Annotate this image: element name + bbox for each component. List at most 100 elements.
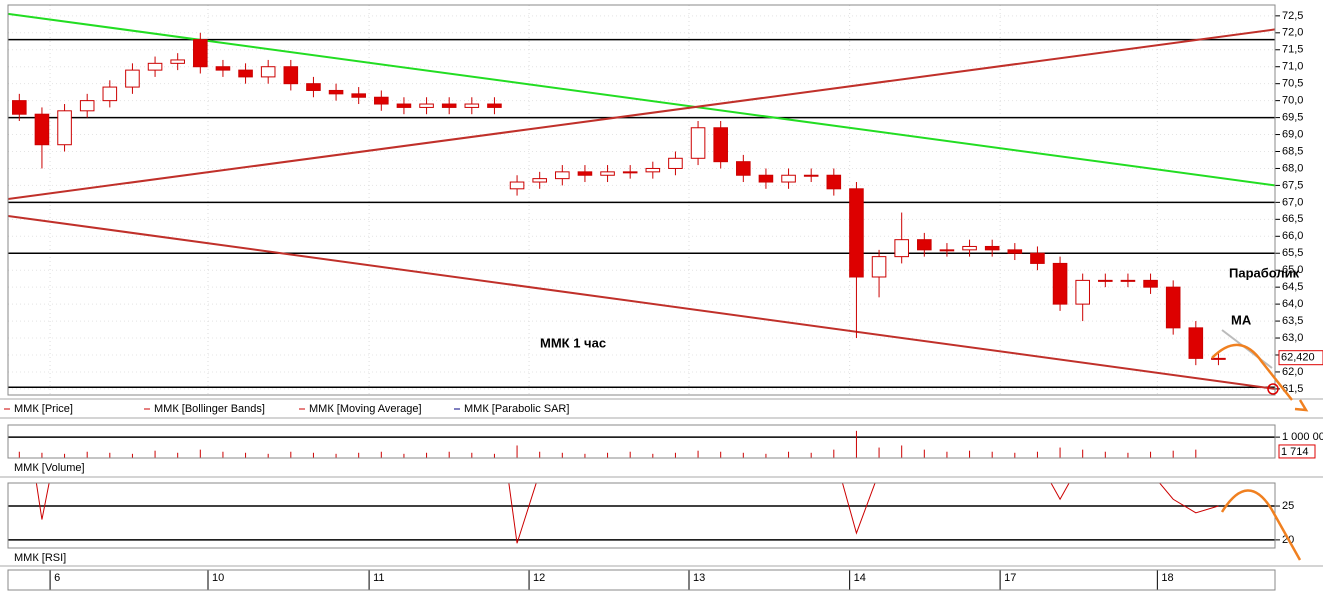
- candle-body: [328, 89, 344, 95]
- candle-body: [34, 113, 50, 146]
- candle-body: [758, 174, 774, 183]
- candle-body: [1120, 279, 1136, 282]
- y-tick-label: 69,0: [1282, 128, 1303, 140]
- candle-body: [781, 174, 796, 183]
- candle-body: [690, 127, 706, 159]
- legend-entry: ММК [Moving Average]: [309, 403, 422, 415]
- y-tick-label: 62,0: [1282, 366, 1303, 378]
- candle-body: [1165, 286, 1181, 329]
- candle-body: [645, 167, 661, 173]
- candle-body: [102, 86, 118, 102]
- y-tick-label: 67,0: [1282, 196, 1303, 208]
- chart-title: ММК 1 час: [540, 335, 606, 350]
- candle-body: [1211, 357, 1226, 360]
- candle-body: [1052, 262, 1068, 305]
- candle-body: [12, 100, 27, 115]
- candle-body: [260, 66, 276, 78]
- candle-body: [668, 157, 683, 169]
- panel-label: ММК [Volume]: [14, 462, 85, 474]
- y-tick-label: 72,5: [1282, 10, 1303, 22]
- y-tick-label: 69,5: [1282, 111, 1303, 123]
- candle-body: [125, 69, 140, 88]
- candle-body: [736, 161, 751, 176]
- x-tick-label: 11: [373, 572, 384, 584]
- last-price-tag: [1278, 350, 1323, 366]
- y-tick-label: 70,0: [1282, 95, 1303, 107]
- candle-body: [306, 83, 321, 91]
- candle-body: [849, 188, 864, 278]
- y-tick-label: 61,5: [1282, 383, 1303, 395]
- pointer: [1221, 329, 1273, 369]
- candle-body: [939, 249, 955, 252]
- candle-body: [487, 103, 502, 108]
- candle-body: [622, 171, 638, 174]
- forecast-arrow: [1220, 489, 1302, 561]
- y-tick-label: 65,0: [1282, 264, 1303, 276]
- y-tick-label: 68,0: [1282, 162, 1303, 174]
- volume-plot: [8, 430, 1275, 458]
- y-tick-label: 64,0: [1282, 298, 1303, 310]
- candle-body: [600, 171, 615, 176]
- candle-body: [351, 93, 366, 98]
- candle-body: [215, 66, 231, 71]
- candle-body: [1098, 279, 1113, 282]
- axes: 72,5 72,0 71,5 71,0 70,5 70,0 69,5 69,0 68,5 68,0…: [4, 10, 1323, 590]
- arrow-head: [1294, 399, 1309, 412]
- y-tick-label: 63,5: [1282, 315, 1303, 327]
- y-tick-label: 64,5: [1282, 281, 1303, 293]
- x-tick-label: 17: [1004, 572, 1016, 584]
- x-tick-label: 14: [854, 572, 866, 584]
- y-tick-label: 66,5: [1282, 213, 1303, 225]
- rsi-plot: [8, 483, 1275, 544]
- candle-body: [1143, 279, 1158, 288]
- forecast-arrow: [1211, 343, 1293, 401]
- y-tick-label: 70,5: [1282, 78, 1303, 90]
- price-frame: [7, 4, 1276, 396]
- candle-body: [283, 66, 299, 85]
- y-tick-label: 72,0: [1282, 27, 1303, 39]
- y-tick-label: 1 000 00: [1282, 431, 1323, 443]
- last-price-label: 62,420: [1281, 352, 1315, 364]
- y-tick-label: 67,5: [1282, 179, 1303, 191]
- candle-body: [170, 59, 185, 64]
- annotation: МА: [1231, 312, 1252, 327]
- x-tick-label: 10: [212, 572, 224, 584]
- y-tick-label: 65,5: [1282, 247, 1303, 259]
- last-volume-label: 1 714: [1281, 446, 1309, 458]
- candle-body: [984, 245, 1000, 251]
- y-tick-label: 63,0: [1282, 332, 1303, 344]
- y-tick-label: 71,5: [1282, 44, 1303, 56]
- trend-line: [8, 214, 1275, 390]
- candle-body: [917, 239, 932, 251]
- candle-body: [464, 103, 480, 108]
- last-volume-tag: [1278, 444, 1316, 459]
- y-tick-label: 25: [1282, 500, 1294, 512]
- candle-body: [441, 103, 457, 108]
- x-tick-label: 18: [1161, 572, 1173, 584]
- candle-body: [238, 69, 253, 78]
- candle-body: [1188, 327, 1204, 359]
- date-axis-frame: [7, 569, 1276, 591]
- candle-body: [1075, 279, 1090, 305]
- candle-body: [894, 239, 909, 258]
- trend-line: [8, 28, 1275, 200]
- candle-body: [962, 245, 977, 251]
- candle-body: [871, 256, 887, 278]
- legend-entry: ММК [Price]: [14, 403, 73, 415]
- candle-body: [193, 39, 208, 68]
- candle-body: [713, 127, 728, 163]
- x-tick-label: 13: [693, 572, 705, 584]
- candle-body: [147, 62, 163, 71]
- trend-line: [8, 12, 1275, 187]
- candle-body: [532, 178, 547, 183]
- y-tick-label: 68,5: [1282, 145, 1303, 157]
- candle-body: [374, 96, 389, 105]
- candle-body: [803, 174, 819, 177]
- candle-body: [79, 100, 95, 112]
- candle-body: [509, 181, 525, 190]
- x-tick-label: 12: [533, 572, 545, 584]
- candle-body: [57, 110, 72, 146]
- price-plot: [8, 5, 1275, 395]
